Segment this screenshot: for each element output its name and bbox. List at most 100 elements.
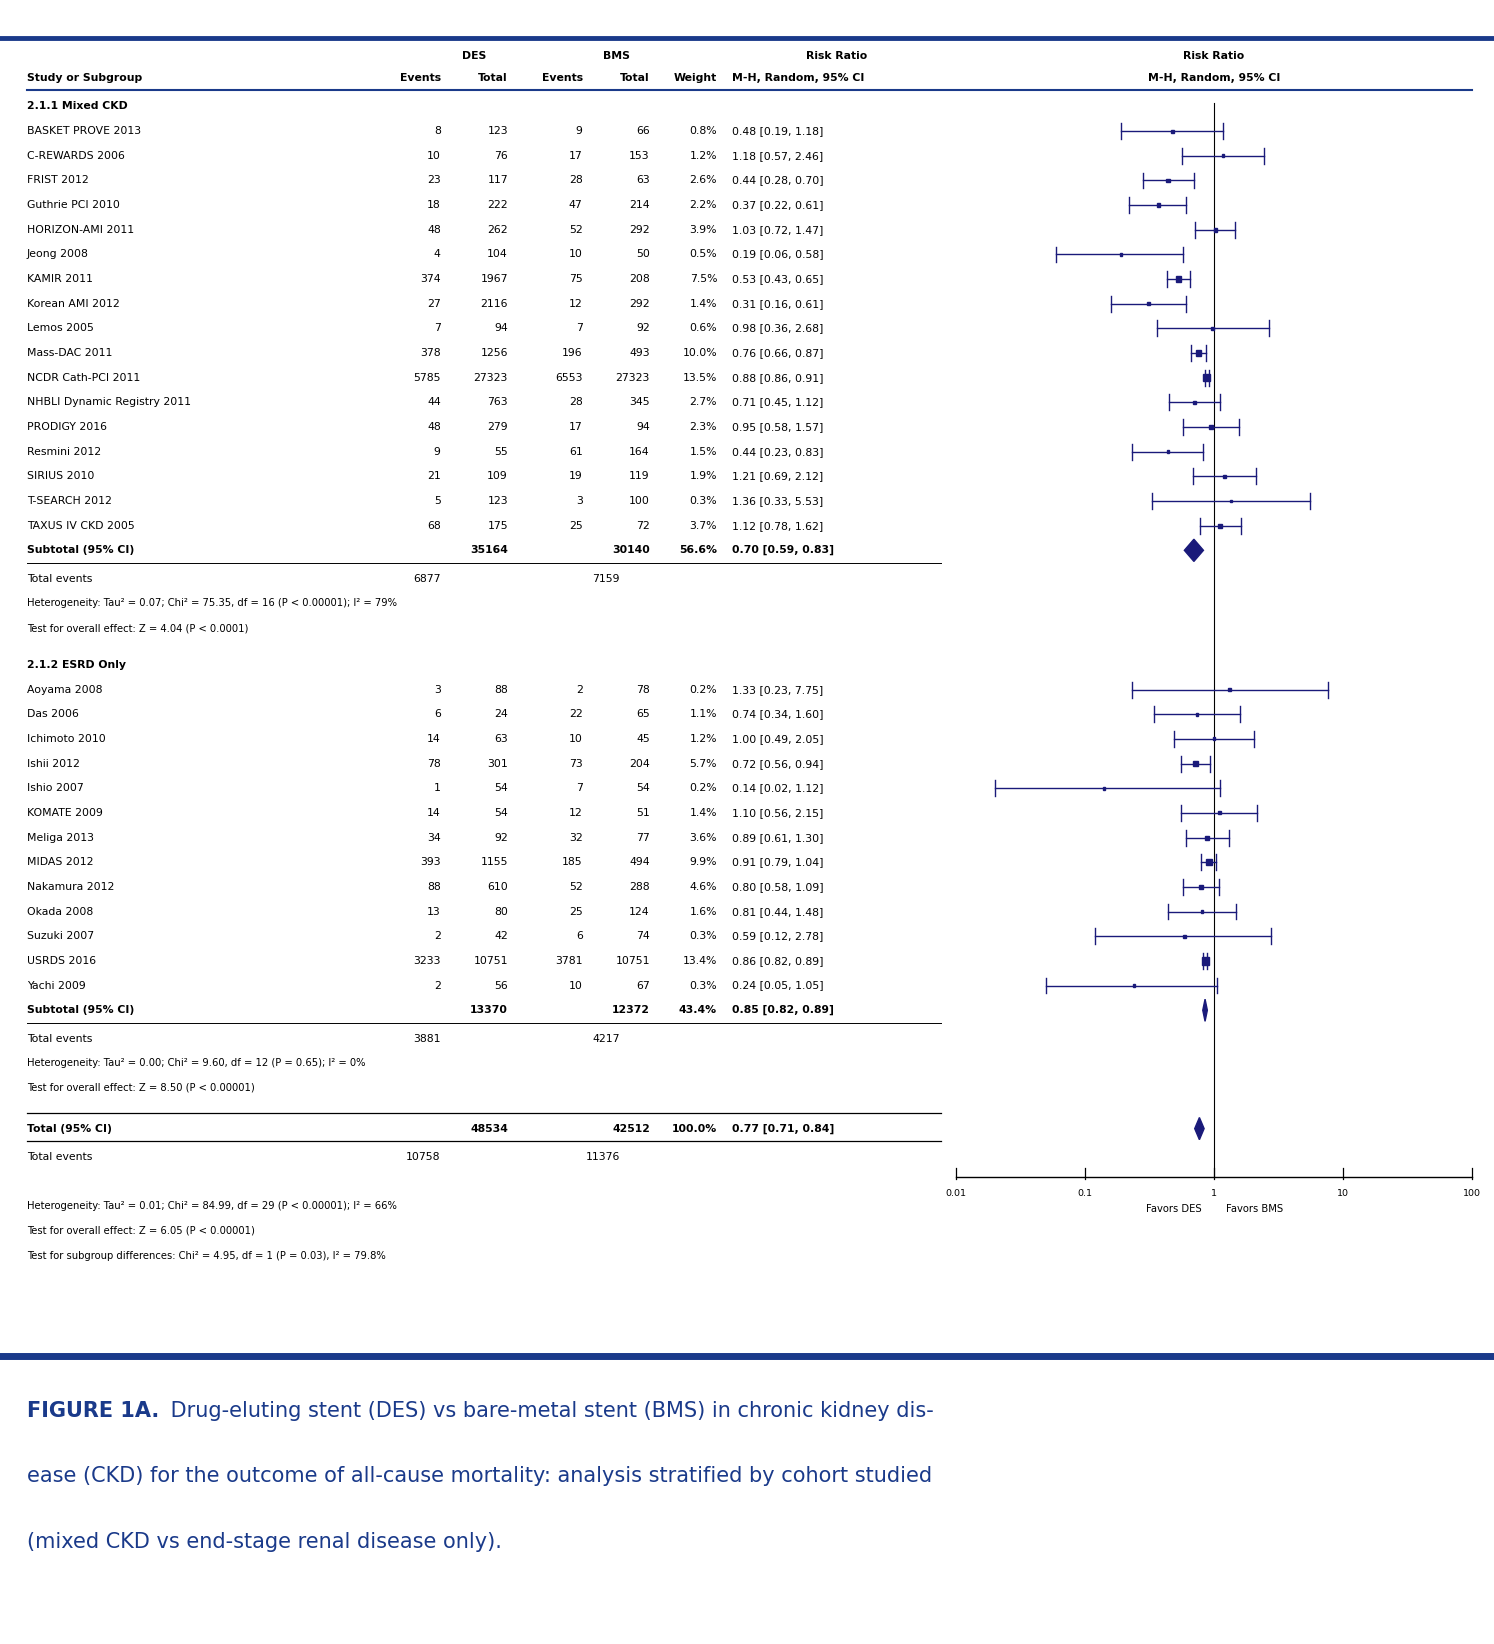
Bar	[1230, 500, 1233, 503]
Text: 494: 494	[629, 857, 650, 868]
Text: 0.76 [0.66, 0.87]: 0.76 [0.66, 0.87]	[732, 349, 823, 358]
Text: 1.5%: 1.5%	[690, 447, 717, 457]
Text: Subtotal (95% CI): Subtotal (95% CI)	[27, 546, 134, 556]
Text: 1.03 [0.72, 1.47]: 1.03 [0.72, 1.47]	[732, 225, 823, 235]
Text: 3881: 3881	[414, 1034, 441, 1044]
Text: Test for overall effect: Z = 6.05 (P < 0.00001): Test for overall effect: Z = 6.05 (P < 0…	[27, 1226, 255, 1236]
Text: 77: 77	[636, 832, 650, 843]
Text: 30140: 30140	[613, 546, 650, 556]
Text: 42: 42	[495, 931, 508, 942]
Text: 65: 65	[636, 709, 650, 720]
Text: 2.7%: 2.7%	[690, 398, 717, 408]
Text: 196: 196	[562, 349, 583, 358]
Text: 19: 19	[569, 472, 583, 482]
Bar	[1194, 401, 1197, 404]
Text: 0.24 [0.05, 1.05]: 0.24 [0.05, 1.05]	[732, 980, 823, 991]
Text: 0.91 [0.79, 1.04]: 0.91 [0.79, 1.04]	[732, 857, 823, 868]
Text: 13.5%: 13.5%	[683, 373, 717, 383]
Text: 12: 12	[569, 299, 583, 309]
Text: 76: 76	[495, 151, 508, 161]
Text: 0.86 [0.82, 0.89]: 0.86 [0.82, 0.89]	[732, 955, 823, 967]
Text: 10: 10	[569, 250, 583, 260]
Text: 6: 6	[433, 709, 441, 720]
Text: 32: 32	[569, 832, 583, 843]
Text: Favors BMS: Favors BMS	[1225, 1203, 1283, 1213]
Text: 208: 208	[629, 275, 650, 284]
Text: 51: 51	[636, 807, 650, 819]
Text: PRODIGY 2016: PRODIGY 2016	[27, 423, 108, 432]
Text: 3: 3	[433, 684, 441, 695]
Text: 78: 78	[636, 684, 650, 695]
Text: 1.18 [0.57, 2.46]: 1.18 [0.57, 2.46]	[732, 151, 823, 161]
Text: 3.6%: 3.6%	[690, 832, 717, 843]
Text: 94: 94	[636, 423, 650, 432]
Text: 12372: 12372	[613, 1004, 650, 1016]
Polygon shape	[1195, 1118, 1204, 1139]
Text: 2.6%: 2.6%	[690, 176, 717, 186]
Text: 10.0%: 10.0%	[683, 349, 717, 358]
Text: Risk Ratio: Risk Ratio	[1183, 51, 1245, 61]
Text: 222: 222	[487, 201, 508, 210]
Text: 0.1: 0.1	[1077, 1189, 1092, 1198]
Text: 54: 54	[495, 807, 508, 819]
Text: 3: 3	[575, 496, 583, 506]
Text: 54: 54	[495, 783, 508, 794]
Text: 14: 14	[427, 807, 441, 819]
Bar	[1171, 130, 1174, 133]
Text: 0.44 [0.23, 0.83]: 0.44 [0.23, 0.83]	[732, 447, 823, 457]
Text: 0.5%: 0.5%	[690, 250, 717, 260]
Polygon shape	[1203, 1000, 1207, 1021]
Text: 10758: 10758	[406, 1152, 441, 1162]
Text: 61: 61	[569, 447, 583, 457]
Bar	[1203, 375, 1210, 381]
Text: Test for subgroup differences: Chi² = 4.95, df = 1 (P = 0.03), I² = 79.8%: Test for subgroup differences: Chi² = 4.…	[27, 1251, 385, 1261]
Text: 0.74 [0.34, 1.60]: 0.74 [0.34, 1.60]	[732, 709, 823, 720]
Text: 0.8%: 0.8%	[690, 127, 717, 136]
Text: Study or Subgroup: Study or Subgroup	[27, 72, 142, 84]
Text: 6553: 6553	[556, 373, 583, 383]
Text: Suzuki 2007: Suzuki 2007	[27, 931, 94, 942]
Text: 72: 72	[636, 521, 650, 531]
Text: 763: 763	[487, 398, 508, 408]
Text: 88: 88	[495, 684, 508, 695]
Text: 1.9%: 1.9%	[690, 472, 717, 482]
Text: Heterogeneity: Tau² = 0.07; Chi² = 75.35, df = 16 (P < 0.00001); I² = 79%: Heterogeneity: Tau² = 0.07; Chi² = 75.35…	[27, 598, 397, 608]
Text: 13.4%: 13.4%	[683, 955, 717, 967]
Text: Total events: Total events	[27, 1152, 93, 1162]
Bar	[1213, 738, 1215, 740]
Text: 52: 52	[569, 881, 583, 893]
Text: 3233: 3233	[414, 955, 441, 967]
Text: Total events: Total events	[27, 574, 93, 584]
Text: USRDS 2016: USRDS 2016	[27, 955, 96, 967]
Text: 4217: 4217	[593, 1034, 620, 1044]
Text: 23: 23	[427, 176, 441, 186]
Text: 1: 1	[433, 783, 441, 794]
Text: Lemos 2005: Lemos 2005	[27, 324, 94, 334]
Text: Total: Total	[620, 72, 650, 84]
Polygon shape	[1185, 539, 1204, 562]
Text: 0.48 [0.19, 1.18]: 0.48 [0.19, 1.18]	[732, 127, 823, 136]
Text: 378: 378	[420, 349, 441, 358]
Text: 56.6%: 56.6%	[680, 546, 717, 556]
Text: 92: 92	[495, 832, 508, 843]
Bar	[1203, 957, 1209, 965]
Text: 1.36 [0.33, 5.53]: 1.36 [0.33, 5.53]	[732, 496, 823, 506]
Text: Das 2006: Das 2006	[27, 709, 79, 720]
Text: 22: 22	[569, 709, 583, 720]
Text: BASKET PROVE 2013: BASKET PROVE 2013	[27, 127, 140, 136]
Text: 80: 80	[495, 906, 508, 917]
Text: 0.31 [0.16, 0.61]: 0.31 [0.16, 0.61]	[732, 299, 823, 309]
Text: NCDR Cath-PCI 2011: NCDR Cath-PCI 2011	[27, 373, 140, 383]
Text: 52: 52	[569, 225, 583, 235]
Text: 14: 14	[427, 733, 441, 745]
Text: Ichimoto 2010: Ichimoto 2010	[27, 733, 106, 745]
Text: Events: Events	[541, 72, 583, 84]
Text: C-REWARDS 2006: C-REWARDS 2006	[27, 151, 125, 161]
Bar	[1167, 450, 1170, 454]
Text: 27323: 27323	[616, 373, 650, 383]
Text: 7: 7	[433, 324, 441, 334]
Text: 2.1.1 Mixed CKD: 2.1.1 Mixed CKD	[27, 102, 127, 112]
Text: 1.33 [0.23, 7.75]: 1.33 [0.23, 7.75]	[732, 684, 823, 695]
Text: 8: 8	[433, 127, 441, 136]
Text: Total: Total	[478, 72, 508, 84]
